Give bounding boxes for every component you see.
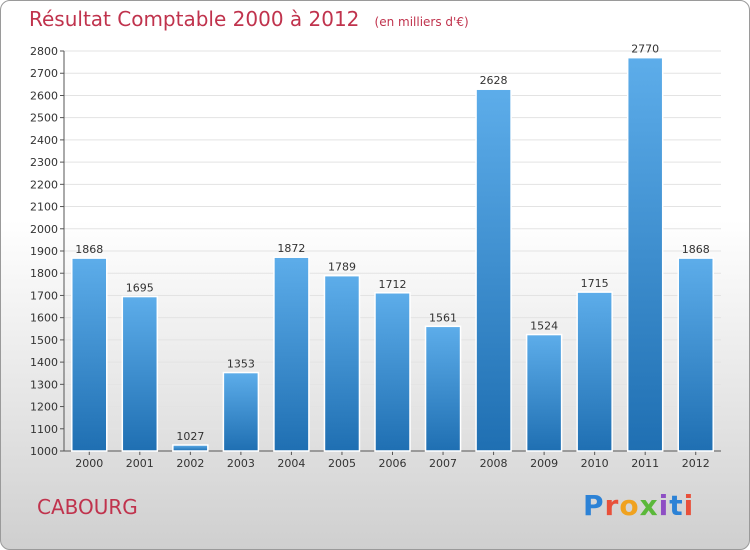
x-tick-label: 2008 [480, 457, 508, 470]
x-tick-label: 2012 [682, 457, 710, 470]
bar-2002 [172, 444, 209, 452]
y-tick-label: 2400 [30, 134, 58, 147]
proxiti-logo[interactable]: Proxiti [583, 489, 695, 522]
chart-title-main: Résultat Comptable 2000 à 2012 [29, 7, 360, 31]
x-tick-label: 2002 [176, 457, 204, 470]
x-tick-label: 2003 [227, 457, 255, 470]
bar-2008 [475, 88, 512, 452]
bar-value-label: 1353 [227, 358, 255, 371]
chart-title-unit: (en milliers d'€) [374, 15, 469, 29]
y-tick-label: 1300 [30, 378, 58, 391]
bar-value-label: 1561 [429, 311, 457, 324]
bar-2009 [525, 333, 563, 452]
bar-2006 [374, 292, 411, 452]
y-tick-label: 2600 [30, 89, 58, 102]
bar-value-label: 1789 [328, 261, 356, 274]
y-tick-label: 2000 [30, 223, 58, 236]
bar-value-label: 1027 [176, 430, 204, 443]
bar-2005 [323, 274, 361, 452]
y-tick-label: 2300 [30, 156, 58, 169]
bar-value-label: 1872 [277, 242, 305, 255]
y-tick-label: 1700 [30, 289, 58, 302]
y-tick-label: 1600 [30, 312, 58, 325]
bar-2010 [576, 291, 613, 452]
y-tick-label: 1100 [30, 423, 58, 436]
x-tick-label: 2004 [277, 457, 305, 470]
x-tick-label: 2009 [530, 457, 558, 470]
bar-2007 [424, 325, 462, 452]
bar-2012 [677, 257, 714, 452]
y-tick-label: 1800 [30, 267, 58, 280]
y-tick-label: 1400 [30, 356, 58, 369]
y-tick-label: 1200 [30, 401, 58, 414]
y-tick-label: 1000 [30, 445, 58, 458]
y-tick-label: 2200 [30, 178, 58, 191]
bar-2004 [273, 256, 310, 452]
bar-value-label: 1712 [379, 278, 407, 291]
y-tick-label: 2500 [30, 112, 58, 125]
x-tick-label: 2010 [581, 457, 609, 470]
bar-2003 [222, 371, 260, 452]
x-tick-label: 2001 [126, 457, 154, 470]
x-tick-label: 2000 [75, 457, 103, 470]
y-tick-label: 1500 [30, 334, 58, 347]
bar-value-label: 1868 [75, 243, 103, 256]
bar-value-label: 1868 [682, 243, 710, 256]
bar-value-label: 1695 [126, 282, 154, 295]
bar-value-label: 2770 [631, 43, 659, 56]
bar-2011 [626, 56, 664, 452]
chart-title: Résultat Comptable 2000 à 2012 (en milli… [29, 7, 469, 31]
bar-value-label: 2628 [480, 74, 508, 87]
x-tick-label: 2011 [631, 457, 659, 470]
bar-2001 [121, 295, 159, 452]
bar-value-label: 1524 [530, 320, 558, 333]
city-name: CABOURG [37, 495, 138, 519]
bar-2000 [71, 257, 108, 452]
y-tick-label: 2800 [30, 45, 58, 58]
bar-value-label: 1715 [581, 277, 609, 290]
y-tick-label: 1900 [30, 245, 58, 258]
y-tick-label: 2100 [30, 201, 58, 214]
x-tick-label: 2005 [328, 457, 356, 470]
x-tick-label: 2006 [379, 457, 407, 470]
x-tick-label: 2007 [429, 457, 457, 470]
y-tick-label: 2700 [30, 67, 58, 80]
